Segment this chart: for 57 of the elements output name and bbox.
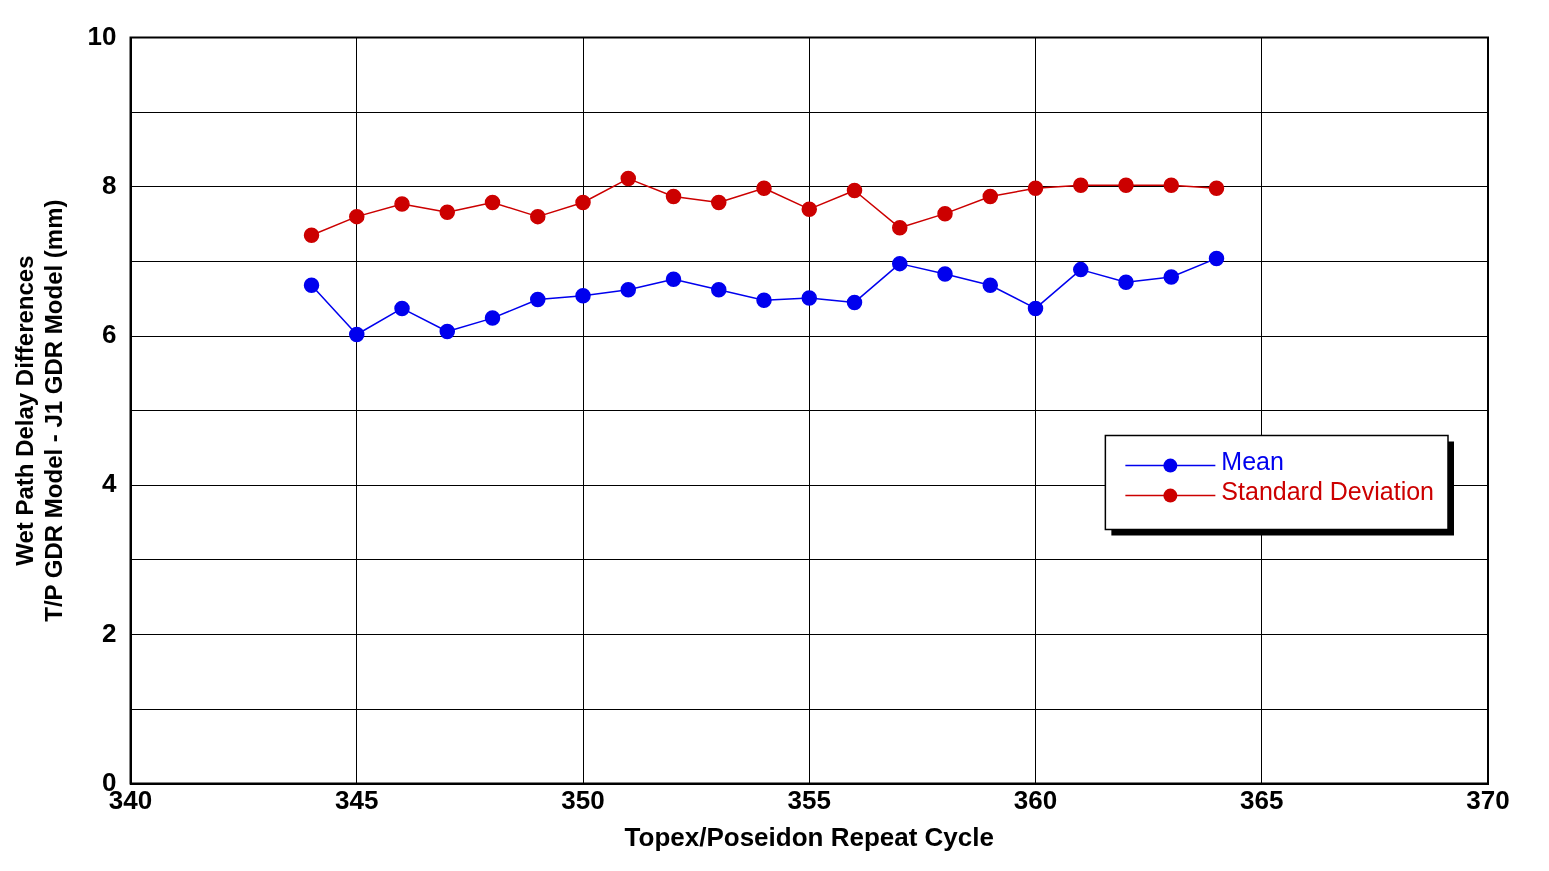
legend-label: Mean xyxy=(1221,447,1284,476)
y-tick-label: 2 xyxy=(102,617,117,648)
y-tick-label: 10 xyxy=(87,20,117,51)
point xyxy=(892,255,908,272)
point xyxy=(349,208,365,225)
point xyxy=(937,266,953,282)
y-tick-label: 8 xyxy=(102,169,117,200)
point xyxy=(801,290,818,306)
point xyxy=(439,323,456,340)
point xyxy=(982,277,999,294)
point xyxy=(620,170,637,187)
point xyxy=(1163,269,1180,285)
legend-label: Standard Deviation xyxy=(1221,477,1435,506)
point xyxy=(303,227,320,244)
point xyxy=(846,294,863,311)
point xyxy=(349,326,365,343)
point xyxy=(756,292,772,308)
point xyxy=(665,271,682,288)
x-tick-label: 370 xyxy=(1466,785,1510,816)
x-axis-title: Topex/Poseidon Repeat Cycle xyxy=(624,821,994,852)
point xyxy=(484,310,501,326)
point xyxy=(756,180,772,197)
point xyxy=(665,188,682,205)
x-tick-label: 350 xyxy=(561,785,605,816)
point xyxy=(303,277,320,294)
point xyxy=(1208,180,1225,197)
y-tick-label: 4 xyxy=(102,468,118,499)
point xyxy=(711,282,727,298)
point xyxy=(530,208,546,225)
point xyxy=(937,205,953,222)
x-tick-label: 365 xyxy=(1240,785,1284,816)
point xyxy=(1208,250,1225,267)
point xyxy=(1073,261,1089,278)
point xyxy=(1073,177,1089,194)
point xyxy=(982,188,999,205)
point xyxy=(575,287,591,304)
point xyxy=(530,291,546,308)
point xyxy=(1027,180,1044,197)
point xyxy=(711,194,727,211)
point xyxy=(439,204,456,220)
point xyxy=(801,201,818,217)
point xyxy=(846,182,863,199)
point xyxy=(394,300,410,317)
x-tick-label: 345 xyxy=(335,785,379,816)
x-tick-label: 355 xyxy=(787,785,831,816)
y-tick-label: 6 xyxy=(102,319,117,350)
point xyxy=(1163,177,1180,194)
x-tick-label: 360 xyxy=(1013,785,1058,816)
point xyxy=(892,220,908,236)
y-axis-title: Wet Path Delay Differences T/P GDR Model - J1 GDR Model (mm) xyxy=(11,199,67,622)
point xyxy=(1027,300,1044,317)
point xyxy=(620,282,637,298)
point xyxy=(1118,177,1134,194)
point xyxy=(1118,274,1134,291)
point xyxy=(484,194,501,211)
point xyxy=(575,194,591,211)
point xyxy=(394,196,410,212)
